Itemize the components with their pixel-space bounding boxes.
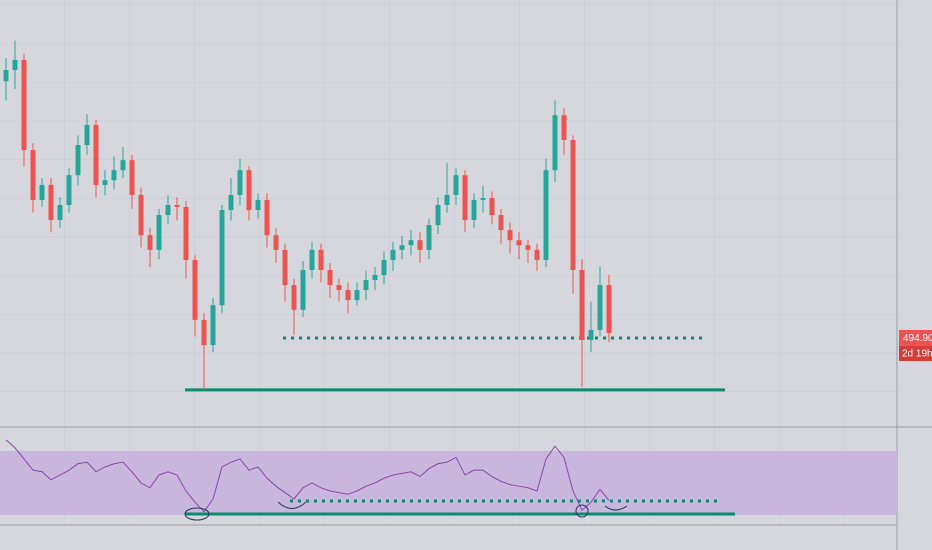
circle-annotation [184, 507, 210, 521]
candle-body [561, 115, 567, 141]
candle-body [102, 180, 108, 185]
candle-body [453, 175, 459, 195]
candle-body [237, 170, 243, 195]
candle-body [408, 240, 414, 246]
candle-body [399, 245, 405, 250]
candle-body [372, 274, 378, 281]
candle-body [462, 175, 468, 221]
candle-body [192, 259, 198, 320]
arc-annotation [604, 505, 628, 511]
candle-body [327, 269, 333, 286]
candle-body [264, 199, 270, 236]
candle-body [498, 215, 504, 231]
candle-body [354, 290, 360, 301]
candle-body [309, 249, 315, 270]
candle-body [507, 230, 513, 241]
candle-body [606, 285, 612, 334]
circle-annotation [575, 504, 589, 518]
rsi-line [5, 439, 610, 513]
grid-background [0, 0, 897, 525]
axis-labels: 494.90 2d 19h [899, 330, 932, 361]
annotations [184, 501, 628, 521]
main-pane [3, 40, 725, 392]
candle-body [282, 249, 288, 286]
rsi-band [0, 450, 897, 515]
candle-body [147, 235, 153, 250]
candle-body [363, 280, 369, 291]
candle-body [57, 204, 63, 221]
candle-body [552, 115, 558, 171]
candle-body [138, 194, 144, 236]
candle-body [21, 59, 27, 151]
candle-body [129, 160, 135, 195]
candle-body [12, 59, 18, 71]
candle-body [300, 269, 306, 310]
candle-body [246, 170, 252, 211]
candle-body [48, 184, 54, 221]
candle-body [345, 290, 351, 301]
candle-body [93, 124, 99, 185]
candle-body [471, 199, 477, 221]
candle-body [201, 319, 207, 346]
candle-body [480, 198, 486, 200]
candle-body [30, 150, 36, 200]
candle-body [273, 235, 279, 250]
candle-body [435, 204, 441, 226]
candle-body [579, 269, 585, 340]
candle-body [219, 210, 225, 306]
candle-body [39, 184, 45, 200]
countdown-label: 2d 19h [902, 349, 932, 360]
candle-body [165, 204, 171, 216]
candle-body [84, 124, 90, 146]
candle-body [174, 204, 180, 207]
candle-body [291, 285, 297, 310]
candle-body [66, 175, 72, 205]
candle-body [210, 305, 216, 346]
candle-body [228, 194, 234, 211]
candle-body [336, 285, 342, 291]
candle-body [255, 199, 261, 211]
candle-body [444, 194, 450, 205]
arc-annotation [277, 501, 307, 509]
candle-body [588, 329, 594, 340]
candle-body [489, 198, 495, 216]
candle-body [516, 240, 522, 246]
candle-body [111, 170, 117, 181]
candle-body [525, 245, 531, 250]
candle-body [534, 249, 540, 260]
candle-body [156, 215, 162, 250]
candle-body [120, 160, 126, 171]
candle-body [570, 140, 576, 270]
candle-body [381, 259, 387, 275]
candle-body [426, 225, 432, 250]
candle-body [417, 240, 423, 250]
candle-body [75, 145, 81, 176]
candle-body [3, 70, 9, 82]
candle-body [318, 249, 324, 270]
rsi-pane [0, 439, 897, 516]
last-price-box [899, 330, 932, 346]
candle-body [390, 249, 396, 260]
candle-body [597, 285, 603, 330]
last-price-label: 494.90 [903, 333, 932, 344]
candle-body [543, 170, 549, 260]
countdown-box [899, 346, 932, 361]
candle-body [183, 206, 189, 260]
